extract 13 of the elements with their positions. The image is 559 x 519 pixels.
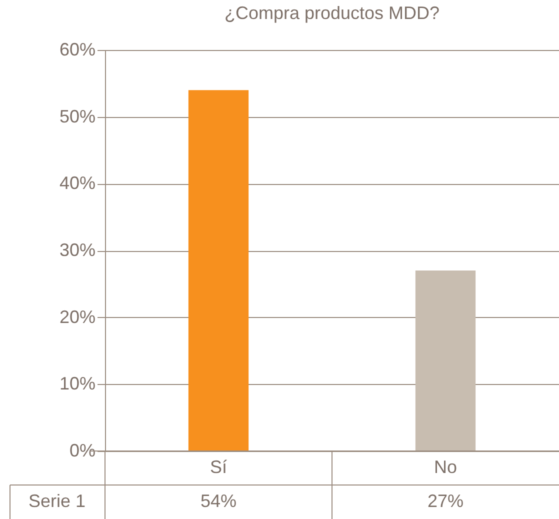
y-tick-label: 60% (59, 40, 96, 60)
y-tick-label: 50% (59, 106, 96, 126)
y-tick-label: 20% (59, 306, 96, 327)
y-tick-label: 40% (59, 173, 96, 194)
text: Serie 1 (28, 491, 86, 511)
data-label: 27% (427, 491, 464, 511)
chart-title: ¿Compra productos MDD? (224, 3, 440, 23)
y-tick-label: 0% (69, 440, 96, 460)
x-tick-label: Sí (210, 457, 228, 477)
y-tick-label: 30% (59, 240, 96, 260)
data-label: 54% (200, 491, 237, 511)
x-tick-label: No (434, 457, 458, 477)
y-tick-label: 10% (59, 374, 96, 394)
